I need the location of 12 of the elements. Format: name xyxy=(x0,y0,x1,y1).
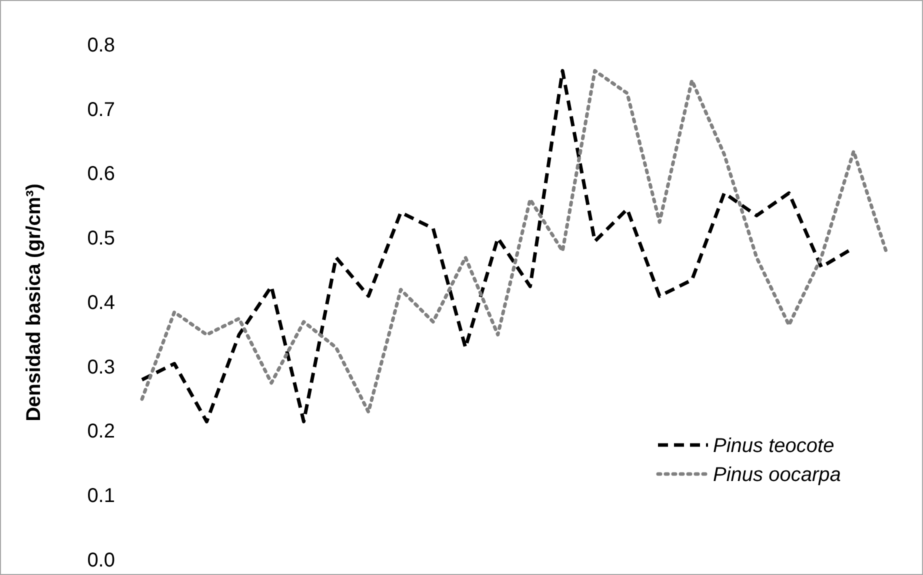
y-tick-label: 0.3 xyxy=(87,356,115,378)
y-tick-label: 0.6 xyxy=(87,163,115,186)
y-tick-label: 0.8 xyxy=(87,34,115,56)
y-tick-label: 0.4 xyxy=(87,292,115,314)
y-tick-label: 0.2 xyxy=(87,420,115,443)
legend-label: Pinus teocote xyxy=(713,435,834,457)
y-tick-label: 0.7 xyxy=(87,98,115,121)
y-tick-label: 0.5 xyxy=(87,228,115,250)
legend-label: Pinus oocarpa xyxy=(713,464,841,486)
y-tick-label: 0.1 xyxy=(87,485,115,508)
y-axis-title: Densidad basica (gr/cm³) xyxy=(23,184,45,422)
y-tick-label: 0.0 xyxy=(87,549,115,572)
